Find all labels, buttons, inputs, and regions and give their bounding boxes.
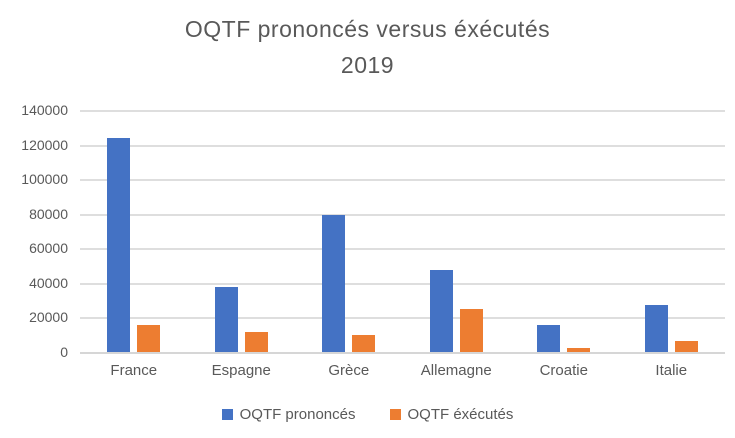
bar-espagne-prononces	[214, 287, 238, 352]
legend-label-executes: OQTF éxécutés	[407, 406, 514, 423]
gridline	[80, 317, 725, 320]
gridline	[80, 282, 725, 285]
legend-item-prononces: OQTF prononcés	[221, 406, 356, 423]
bar-allemagne-prononces	[429, 269, 453, 352]
bar-france-prononces	[107, 137, 131, 352]
gridline	[80, 144, 725, 147]
y-tick-label: 20000	[29, 309, 68, 326]
y-tick-label: 0	[60, 344, 68, 360]
gridline	[80, 248, 725, 251]
bar-italie-executes	[674, 340, 698, 352]
bar-croatie-executes	[567, 347, 591, 352]
legend: OQTF prononcés OQTF éxécutés	[0, 406, 735, 423]
y-tick-label: 80000	[29, 205, 68, 222]
y-tick-label: 60000	[29, 240, 68, 257]
y-tick-label: 100000	[21, 171, 68, 188]
bar-grèce-executes	[352, 335, 376, 352]
x-tick-label-croatie: Croatie	[539, 362, 588, 379]
legend-swatch-executes-icon	[389, 409, 401, 420]
gridline	[80, 179, 725, 182]
x-tick-label-italie: Italie	[655, 362, 688, 379]
bar-allemagne-executes	[459, 308, 483, 352]
x-axis: France Espagne Grèce Allemagne Croatie Italie	[80, 362, 725, 384]
x-tick-label-grèce: Grèce	[328, 362, 370, 379]
x-tick-label-france: France	[110, 362, 158, 379]
chart-title: OQTF prononcés versus éxécutés	[184, 16, 551, 42]
y-axis: 0 20000 40000 60000 80000 100000 120000 140000	[0, 102, 68, 360]
bar-espagne-executes	[244, 332, 268, 352]
bar-italie-prononces	[644, 305, 668, 352]
bar-grèce-prononces	[322, 215, 346, 352]
bar-croatie-prononces	[537, 325, 561, 352]
y-tick-label: 40000	[29, 274, 68, 291]
y-tick-label: 140000	[21, 102, 68, 118]
gridline	[80, 213, 725, 216]
legend-item-executes: OQTF éxécutés	[389, 406, 514, 423]
x-tick-label-allemagne: Allemagne	[420, 362, 492, 379]
bar-france-executes	[137, 325, 161, 352]
legend-label-prononces: OQTF prononcés	[239, 406, 356, 423]
gridline	[80, 110, 725, 112]
legend-swatch-prononces-icon	[221, 409, 233, 420]
chart-subtitle: 2019	[340, 52, 395, 78]
x-tick-label-espagne: Espagne	[211, 362, 271, 379]
plot-area	[80, 110, 725, 354]
y-tick-label: 120000	[21, 136, 68, 153]
